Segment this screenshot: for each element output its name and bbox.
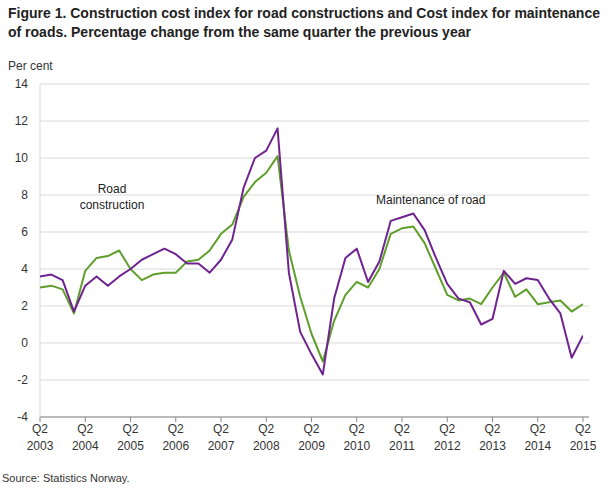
x-tick-label-part: Q2 [122,422,138,436]
x-tick-label-part: Q2 [349,422,365,436]
x-tick-label-part: 2004 [72,439,99,453]
grid-line [40,269,589,270]
x-tick-label: Q2 2007 [208,422,235,453]
x-tick-label-part: Q2 [303,422,319,436]
x-tick-label: Q2 2003 [27,422,54,453]
x-tick-label-part: 2007 [208,439,235,453]
x-tick-label: Q2 2009 [298,422,325,453]
title: Figure 1. Construction cost index for ro… [8,4,604,42]
x-tick-label-part: 2013 [479,439,506,453]
y-tick-label: 2 [21,299,28,313]
series-line [40,156,583,361]
series-label: Maintenance of road [376,193,485,207]
x-tick-label-part: 2012 [434,439,461,453]
grid-line [40,158,589,159]
x-tick-label-part: Q2 [394,422,410,436]
x-tick-label-part: Q2 [213,422,229,436]
x-tick-label: Q2 2010 [343,422,370,453]
series-label-part: construction [80,198,145,212]
grid-line [40,232,589,233]
x-tick-label-part: Q2 [484,422,500,436]
grid-line [40,380,589,381]
x-tick-label: Q2 2013 [479,422,506,453]
grid-line [40,84,589,85]
x-tick-label-part: Q2 [439,422,455,436]
x-tick-label-part: Q2 [77,422,93,436]
y-tick-label: 6 [21,225,28,239]
y-tick-label: 8 [21,188,28,202]
x-tick-label: Q2 2015 [570,422,597,453]
x-tick-label-part: Q2 [168,422,184,436]
y-tick-label: 4 [21,262,28,276]
chart: -4 -2 0 2 4 6 8 10 12 14 Per cent Q2 2003 Q2 2004 Q2 200… [0,0,608,488]
grid-line [40,306,589,307]
x-tick-label-part: 2011 [389,439,415,453]
x-tick-label-part: 2003 [27,439,54,453]
grid-line [40,417,589,418]
x-tick-label-part: 2009 [298,439,325,453]
x-tick-label-part: 2006 [162,439,189,453]
x-tick-label: Q2 2012 [434,422,461,453]
source: Source: Statistics Norway. [2,472,130,484]
x-axis-line [40,417,589,418]
y-tick-label: 12 [15,114,29,128]
series-label-part: Road [98,182,127,196]
x-tick-label-part: 2008 [253,439,280,453]
x-tick-label-part: Q2 [575,422,591,436]
x-tick-label-part: 2015 [570,439,597,453]
x-tick-label-part: 2005 [117,439,144,453]
x-tick-label-part: 2010 [343,439,370,453]
y-axis-line [40,84,41,417]
x-tick-label: Q2 2014 [524,422,551,453]
x-tick-label: Q2 2011 [389,422,415,453]
x-tick-label: Q2 2005 [117,422,144,453]
x-tick-label: Q2 2008 [253,422,280,453]
x-tick-label: Q2 2006 [162,422,189,453]
plot-area [40,128,583,374]
series-line [40,128,583,374]
x-tick-label-part: 2014 [524,439,551,453]
y-axis-label: Per cent [8,59,53,73]
series-label: Road construction [80,182,145,212]
y-tick-label: 0 [21,336,28,350]
y-tick-label: -2 [17,373,28,387]
x-tick-label-part: Q2 [258,422,274,436]
y-tick-label: 10 [15,151,29,165]
x-tick-label-part: Q2 [32,422,48,436]
y-tick-label: 14 [15,77,29,91]
x-tick-label: Q2 2004 [72,422,99,453]
x-tick-label-part: Q2 [530,422,546,436]
grid-line [40,121,589,122]
y-tick-label: -4 [17,410,28,424]
